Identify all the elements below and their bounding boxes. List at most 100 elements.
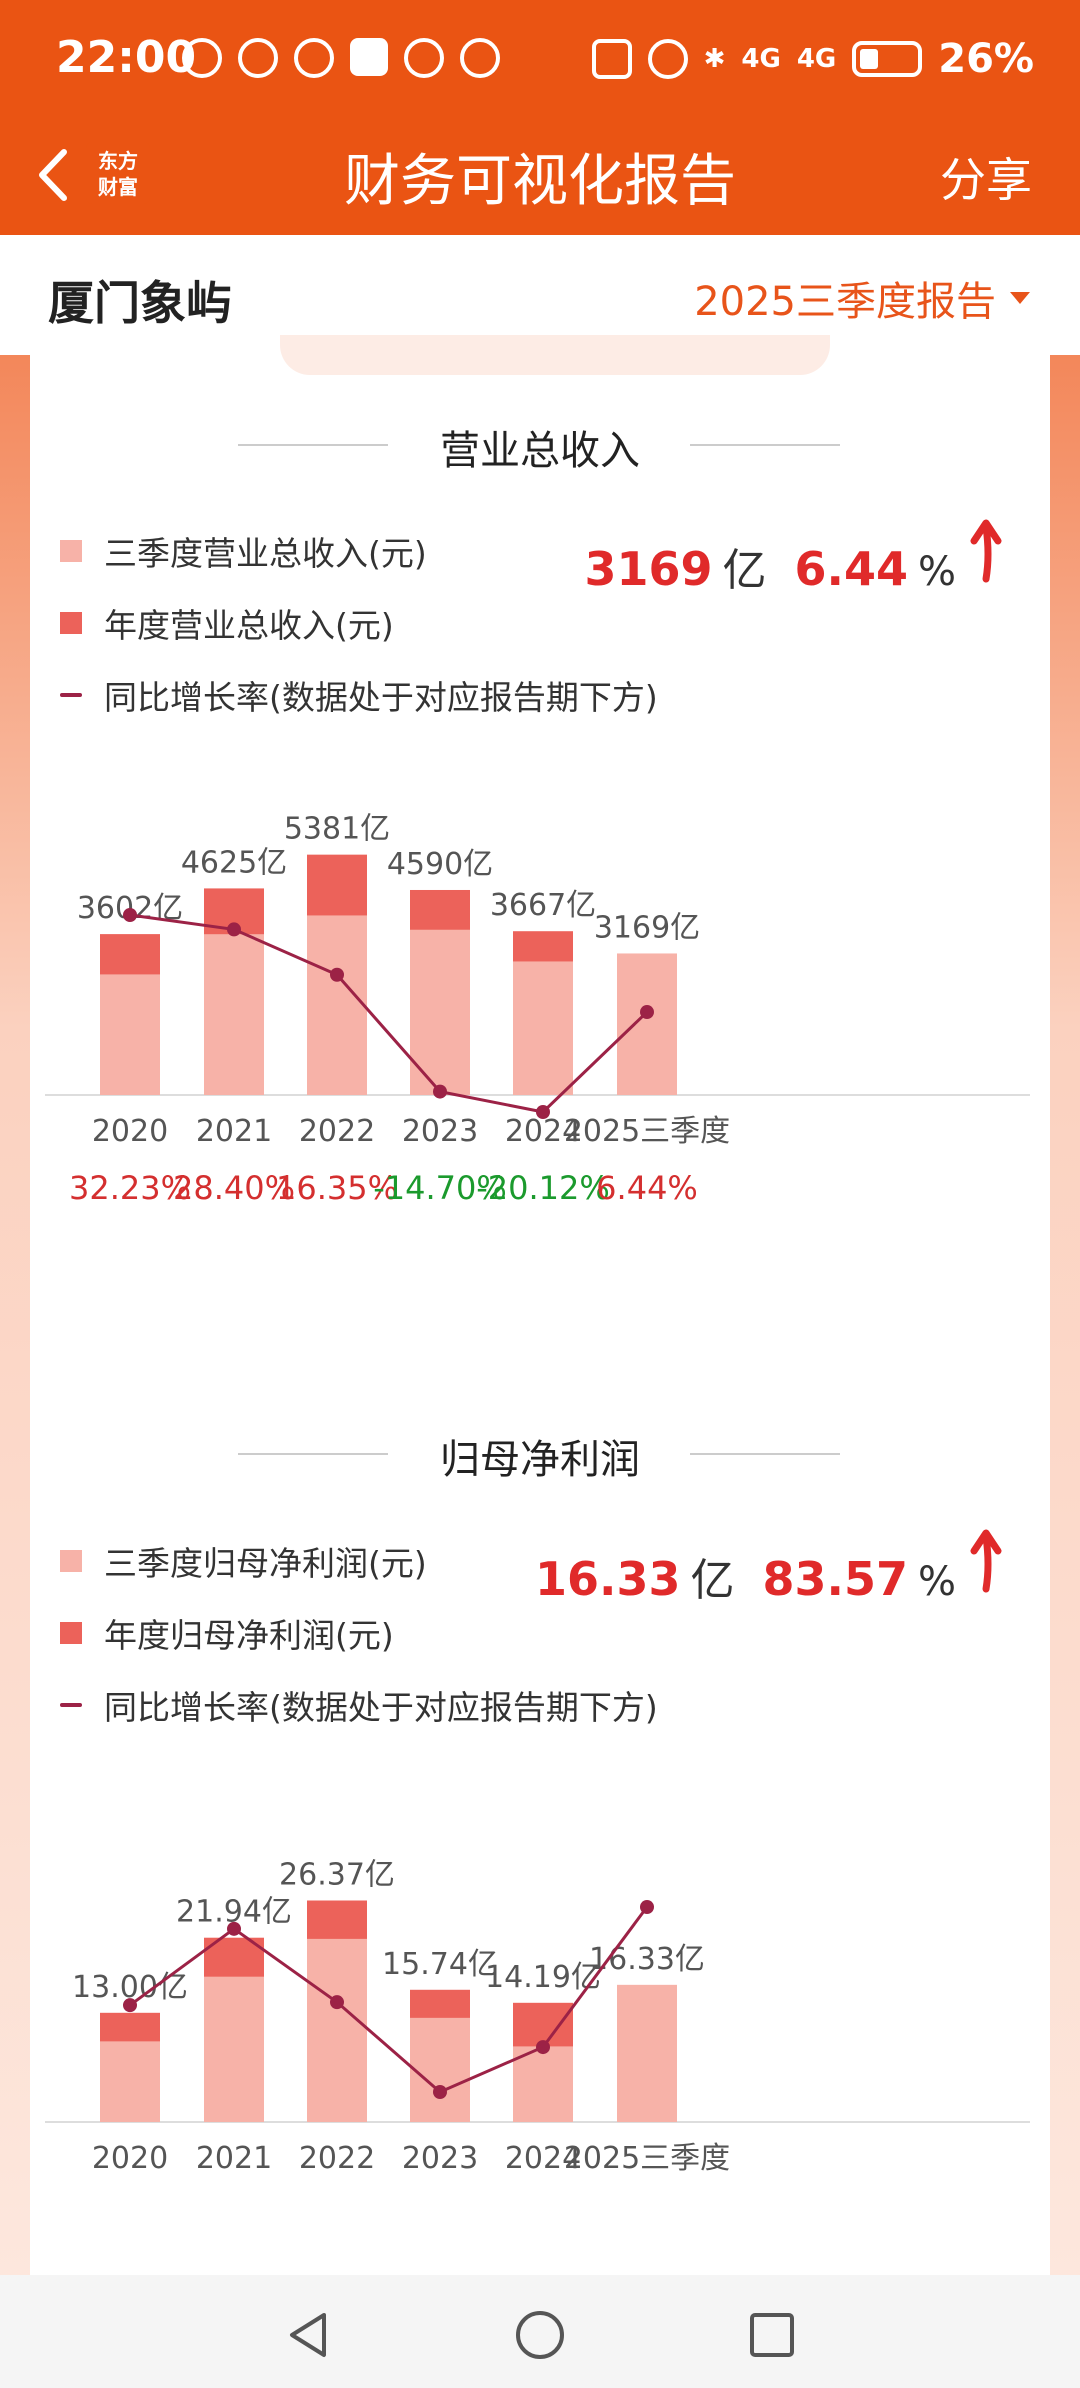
profit-title-text: 归母净利润 — [440, 1437, 640, 1483]
bar-value-label: 4625亿 — [181, 845, 287, 880]
revenue-unit: 亿 — [722, 545, 767, 596]
growth-line — [129, 1906, 649, 2094]
profit-value: 16.33 — [534, 1552, 681, 1606]
legend-item-q3: 三季度营业总收入(元) — [60, 515, 658, 587]
svg-text:东方: 东方 — [98, 149, 138, 173]
legend-item-growth: 同比增长率(数据处于对应报告期下方) — [60, 1669, 658, 1741]
back-icon[interactable] — [26, 140, 86, 210]
profit-chart: 13.00亿202021.94亿202126.37亿202215.74亿2023… — [45, 1857, 1030, 2176]
bar-q3 — [100, 974, 160, 1095]
bar-q3 — [513, 961, 573, 1095]
tab-indicator — [280, 335, 830, 375]
bar-q3 — [307, 1938, 367, 2122]
up-arrow-icon — [970, 519, 1002, 583]
x-tick-label: 2023 — [402, 1114, 478, 1149]
x-tick-label: 2020 — [92, 1114, 168, 1149]
revenue-legend: 三季度营业总收入(元) 年度营业总收入(元) 同比增长率(数据处于对应报告期下方… — [60, 515, 658, 731]
period-selector[interactable]: 2025三季度报告 — [694, 269, 1030, 327]
x-tick-label: 2020 — [92, 2141, 168, 2176]
bar-q3 — [617, 953, 677, 1095]
growth-point — [433, 2085, 447, 2099]
x-tick-label: 2021 — [196, 2141, 272, 2176]
growth-label: 32.23% — [69, 1169, 191, 1205]
x-tick-label: 2025三季度 — [564, 2141, 730, 2176]
recents-nav-icon[interactable] — [744, 2307, 800, 2363]
revenue-growth-unit: % — [917, 549, 956, 595]
legend-item-annual: 年度归母净利润(元) — [60, 1597, 658, 1669]
growth-point — [330, 1995, 344, 2010]
growth-point — [640, 1900, 654, 1914]
revenue-chart: 3602亿20204625亿20215381亿20224590亿20233667… — [45, 812, 1030, 1205]
growth-point — [227, 922, 241, 937]
bar-q3 — [204, 1976, 264, 2122]
bar-q3 — [204, 934, 264, 1095]
back-nav-icon[interactable] — [280, 2307, 336, 2363]
revenue-growth: 6.44 — [794, 542, 908, 596]
system-nav-bar — [0, 2275, 1080, 2388]
bar-value-label: 15.74亿 — [382, 1947, 498, 1982]
profit-growth-unit: % — [917, 1559, 956, 1605]
app-logo: 东方 财富 — [86, 138, 150, 208]
content-area: 营业总收入 三季度营业总收入(元) 年度营业总收入(元) 同比增长率(数据处于对… — [0, 335, 1080, 2275]
bar-value-label: 4590亿 — [387, 847, 493, 882]
signal-2-icon: 4G — [796, 44, 837, 74]
growth-label: 16.35% — [276, 1169, 398, 1205]
profit-legend: 三季度归母净利润(元) 年度归母净利润(元) 同比增长率(数据处于对应报告期下方… — [60, 1525, 658, 1741]
home-nav-icon[interactable] — [512, 2307, 568, 2363]
send-icon — [460, 38, 500, 78]
growth-point — [640, 1005, 654, 1020]
share-button[interactable]: 分享 — [940, 153, 1032, 207]
page-title: 财务可视化报告 — [344, 149, 736, 214]
bar-value-label: 3169亿 — [594, 910, 700, 945]
revenue-title-text: 营业总收入 — [440, 428, 640, 474]
bar-value-label: 5381亿 — [284, 812, 390, 847]
x-tick-label: 2021 — [196, 1114, 272, 1149]
growth-label: -14.70% — [373, 1169, 507, 1205]
x-tick-label: 2024 — [505, 1114, 581, 1149]
bar-q3 — [617, 1984, 677, 2122]
x-tick-label: 2024 — [505, 2141, 581, 2176]
x-tick-label: 2025三季度 — [564, 1114, 730, 1149]
bluetooth-icon: ✱ — [703, 44, 726, 74]
growth-point — [123, 1998, 137, 2013]
growth-label: -20.12% — [476, 1169, 610, 1205]
x-tick-label: 2022 — [299, 1114, 375, 1149]
svg-text:财富: 财富 — [98, 175, 138, 199]
alarm-icon — [647, 39, 688, 79]
bar-q3 — [410, 929, 470, 1095]
growth-line — [129, 913, 649, 1114]
growth-point — [536, 1105, 550, 1119]
system-icons: ✱ 4G 4G 26% — [591, 36, 1034, 82]
status-bar: 22:00 ✱ 4G 4G 26% — [0, 0, 1080, 120]
bar-q3 — [513, 2046, 573, 2122]
revenue-value: 3169 — [584, 542, 713, 596]
period-label: 2025三季度报告 — [694, 279, 996, 325]
top-bar: 22:00 ✱ 4G 4G 26% 东方 财富 — [0, 0, 1080, 235]
profit-section-title: 归母净利润 — [30, 1427, 1050, 1485]
battery-level: 26% — [938, 36, 1034, 82]
caret-down-icon — [1010, 292, 1030, 304]
growth-label: 6.44% — [596, 1169, 698, 1205]
bar-q3 — [100, 2041, 160, 2122]
signal-1-icon: 4G — [741, 44, 781, 74]
nav-bar: 东方 财富 财务可视化报告 分享 — [0, 120, 1080, 235]
up-arrow-icon — [970, 1529, 1002, 1593]
profit-growth: 83.57 — [762, 1552, 908, 1606]
legend-item-annual: 年度营业总收入(元) — [60, 587, 658, 659]
x-tick-label: 2023 — [402, 2141, 478, 2176]
battery-icon — [852, 41, 923, 77]
profit-unit: 亿 — [690, 1555, 735, 1606]
x-tick-label: 2022 — [299, 2141, 375, 2176]
bar-value-label: 3667亿 — [490, 888, 596, 923]
revenue-section-title: 营业总收入 — [30, 418, 1050, 476]
growth-point — [536, 2040, 550, 2055]
growth-label: 28.40% — [173, 1169, 295, 1205]
bar-q3 — [307, 915, 367, 1095]
legend-item-growth: 同比增长率(数据处于对应报告期下方) — [60, 659, 658, 731]
notification-icons — [182, 38, 500, 78]
wechat-icon — [238, 38, 278, 78]
revenue-headline: 3169 亿 6.44 % — [584, 515, 1006, 598]
legend-item-q3: 三季度归母净利润(元) — [60, 1525, 658, 1597]
profit-headline: 16.33 亿 83.57 % — [535, 1525, 1006, 1608]
report-header: 厦门象屿 2025三季度报告 — [0, 235, 1080, 355]
